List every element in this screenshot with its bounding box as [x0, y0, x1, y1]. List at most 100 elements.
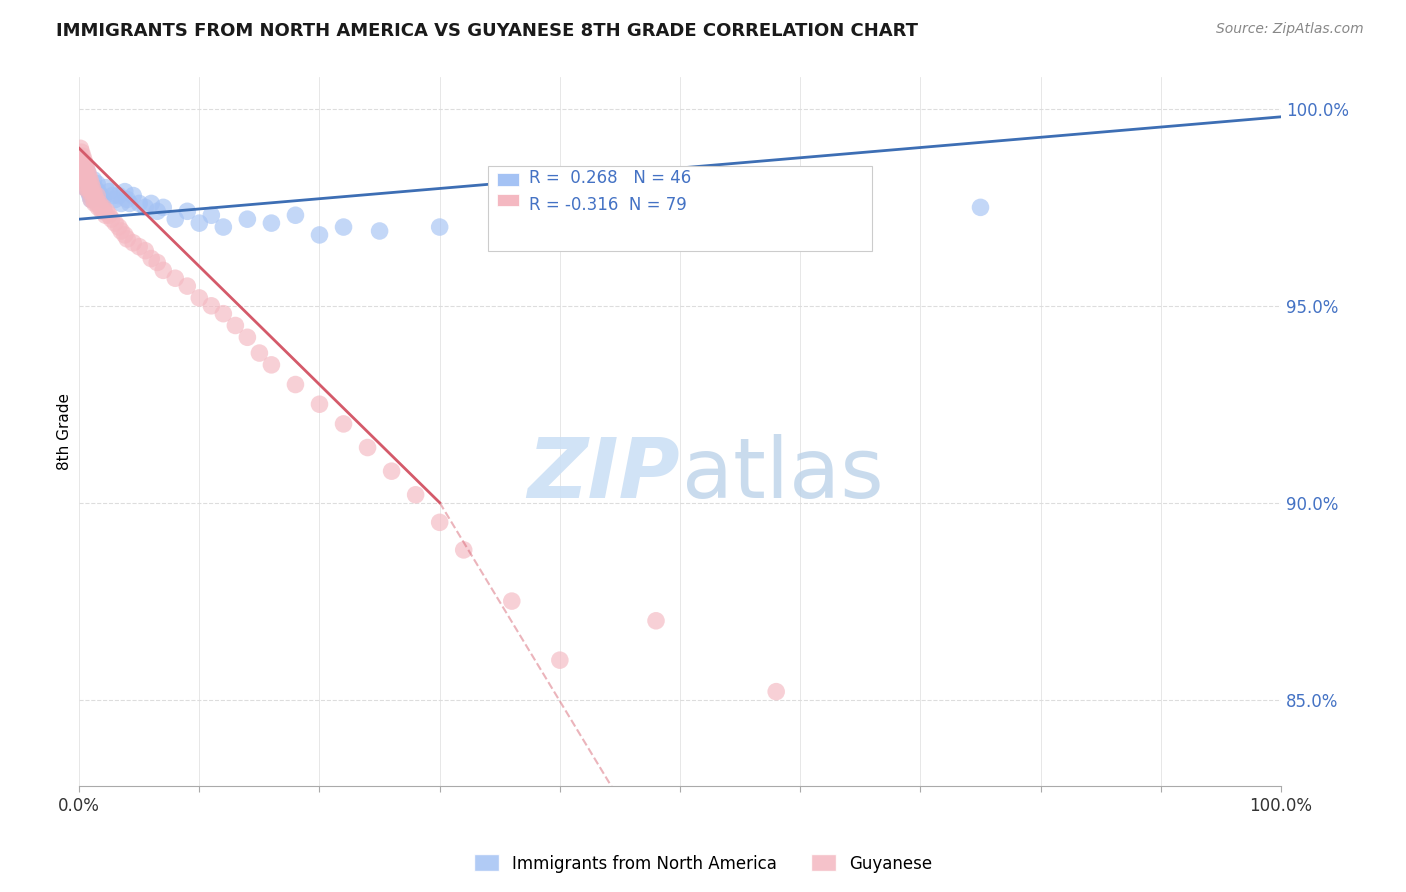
Point: [429, 220, 451, 235]
Point: [114, 227, 136, 242]
Point: [70, 153, 93, 168]
Point: [332, 220, 354, 235]
Point: [128, 196, 150, 211]
Point: [104, 193, 127, 207]
Point: [84, 193, 107, 207]
Point: [87, 200, 110, 214]
Point: [89, 196, 111, 211]
Point: [165, 212, 187, 227]
Point: [128, 240, 150, 254]
FancyBboxPatch shape: [498, 194, 519, 206]
Point: [107, 188, 129, 202]
Point: [118, 196, 141, 211]
Point: [79, 173, 101, 187]
Point: [188, 291, 211, 305]
Legend: Immigrants from North America, Guyanese: Immigrants from North America, Guyanese: [467, 847, 939, 880]
Point: [93, 204, 115, 219]
Point: [80, 193, 103, 207]
Point: [308, 397, 330, 411]
Point: [176, 204, 198, 219]
Point: [100, 212, 122, 227]
Point: [501, 594, 523, 608]
Point: [332, 417, 354, 431]
Point: [86, 188, 108, 202]
Point: [200, 208, 222, 222]
Point: [165, 271, 187, 285]
Point: [90, 188, 112, 202]
Point: [284, 208, 307, 222]
Point: [110, 196, 132, 211]
Point: [141, 252, 163, 266]
Point: [122, 235, 145, 250]
Text: Source: ZipAtlas.com: Source: ZipAtlas.com: [1216, 22, 1364, 37]
Text: IMMIGRANTS FROM NORTH AMERICA VS GUYANESE 8TH GRADE CORRELATION CHART: IMMIGRANTS FROM NORTH AMERICA VS GUYANES…: [56, 22, 918, 40]
Point: [76, 165, 98, 179]
Point: [114, 185, 136, 199]
Point: [104, 216, 127, 230]
Point: [96, 204, 118, 219]
Point: [77, 169, 100, 183]
Point: [86, 177, 108, 191]
Point: [73, 153, 96, 168]
Point: [77, 185, 100, 199]
Point: [284, 377, 307, 392]
Point: [429, 516, 451, 530]
Point: [75, 180, 97, 194]
Point: [75, 165, 97, 179]
Point: [77, 185, 100, 199]
Point: [72, 173, 94, 187]
Point: [381, 464, 404, 478]
Y-axis label: 8th Grade: 8th Grade: [58, 393, 72, 470]
Point: [152, 263, 174, 277]
Point: [76, 173, 98, 187]
Point: [75, 161, 97, 175]
Point: [98, 185, 121, 199]
Point: [146, 255, 169, 269]
Point: [75, 157, 97, 171]
Point: [72, 165, 94, 179]
Point: [69, 141, 91, 155]
Point: [75, 169, 97, 183]
Point: [73, 169, 96, 183]
Point: [152, 200, 174, 214]
Point: [260, 216, 283, 230]
Text: ZIP: ZIP: [527, 434, 681, 515]
Point: [79, 188, 101, 202]
Point: [188, 216, 211, 230]
Point: [212, 307, 235, 321]
Point: [79, 180, 101, 194]
Point: [83, 185, 105, 199]
Point: [141, 196, 163, 211]
Point: [146, 204, 169, 219]
Point: [91, 193, 114, 207]
Point: [91, 204, 114, 219]
Point: [134, 200, 156, 214]
Point: [70, 145, 93, 160]
Point: [69, 149, 91, 163]
Point: [94, 208, 117, 222]
Point: [107, 220, 129, 235]
FancyBboxPatch shape: [498, 173, 519, 186]
Point: [83, 188, 105, 202]
Point: [224, 318, 246, 333]
Point: [77, 177, 100, 191]
Point: [70, 161, 93, 175]
Point: [86, 196, 108, 211]
Point: [200, 299, 222, 313]
Point: [122, 188, 145, 202]
Point: [645, 614, 668, 628]
Point: [236, 330, 259, 344]
Point: [585, 224, 607, 238]
Point: [75, 177, 97, 191]
Point: [405, 488, 427, 502]
Point: [356, 441, 378, 455]
Point: [76, 165, 98, 179]
Point: [548, 653, 571, 667]
Text: R =  0.268   N = 46: R = 0.268 N = 46: [529, 169, 690, 187]
Point: [87, 185, 110, 199]
FancyBboxPatch shape: [488, 166, 872, 251]
Point: [80, 193, 103, 207]
Point: [90, 200, 112, 214]
Point: [176, 279, 198, 293]
Point: [76, 180, 98, 194]
